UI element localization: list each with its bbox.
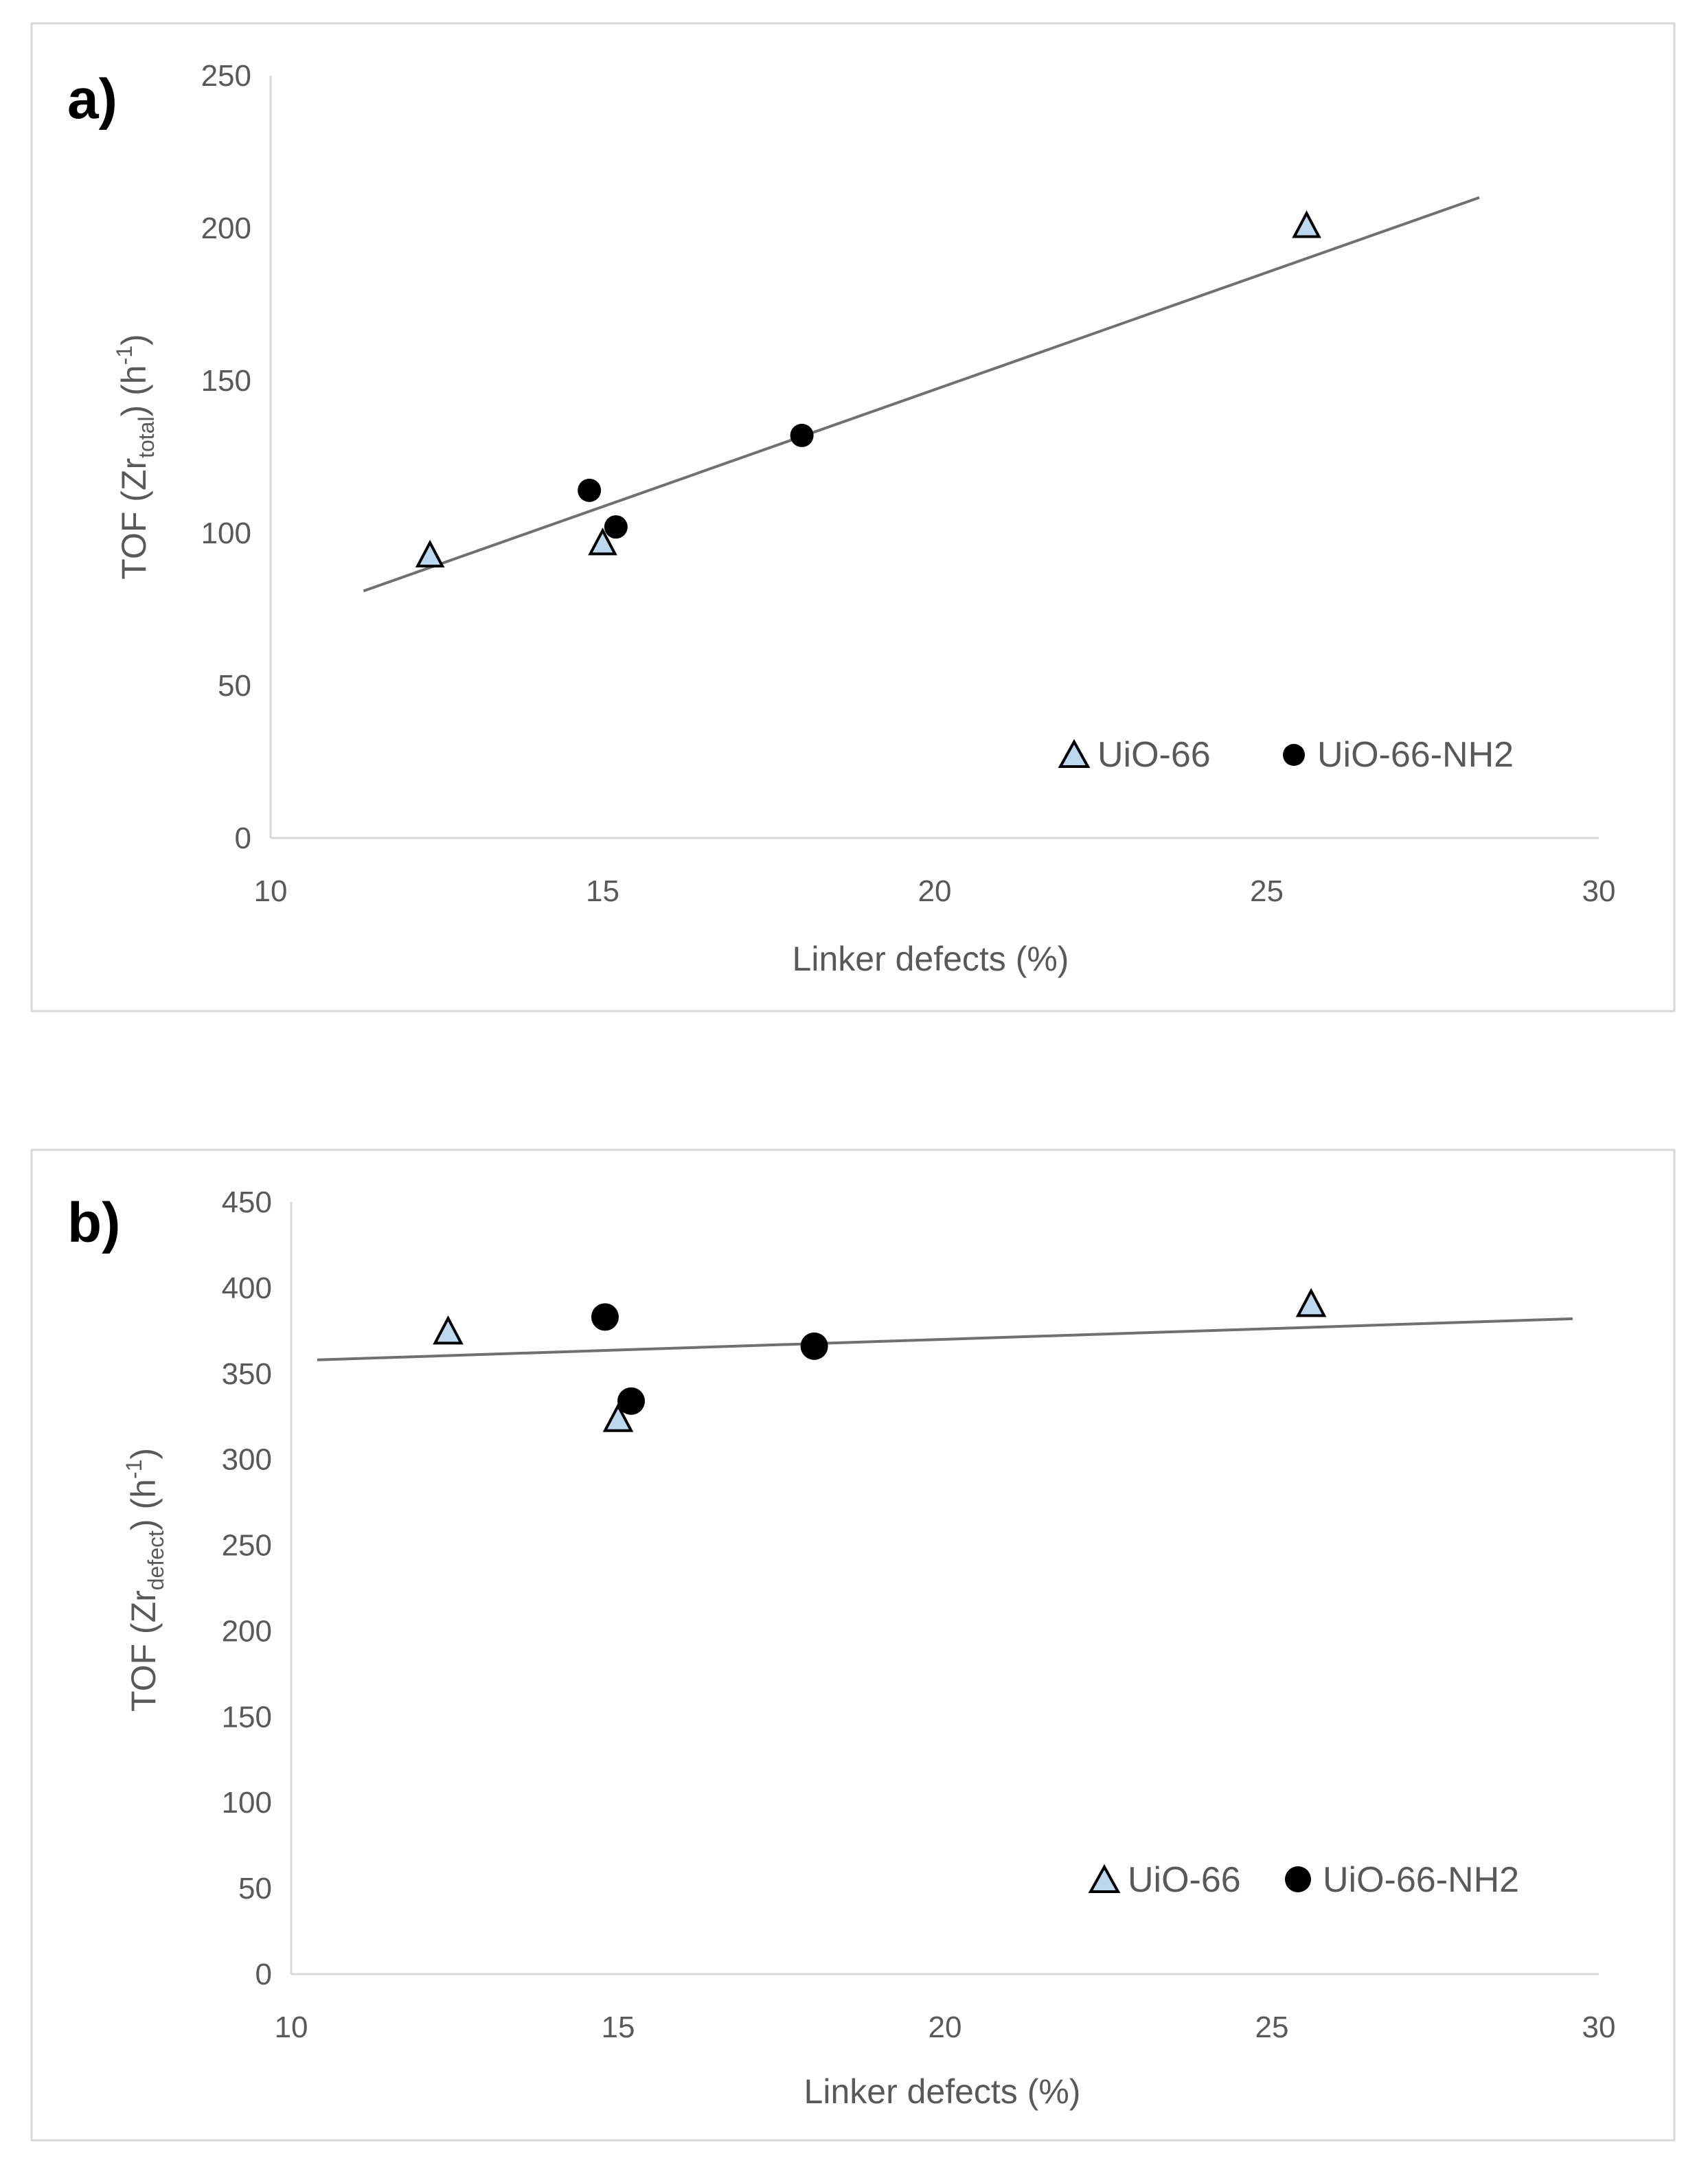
panel-b-legend-uio66nh2: UiO-66-NH2 bbox=[1323, 1860, 1519, 1900]
panel-b-markers bbox=[433, 1288, 1327, 1432]
panel-b-y-axis-title-end: ) bbox=[124, 1448, 163, 1460]
panel-a-y-ticks: 0 50 100 150 200 250 bbox=[201, 59, 251, 855]
panel-b-uio66-nh2-point bbox=[800, 1332, 828, 1360]
panel-a-x-tick-label: 30 bbox=[1582, 874, 1616, 908]
panel-b-label: b) bbox=[67, 1192, 120, 1254]
panel-b-y-axis-title-sup: -1 bbox=[122, 1460, 146, 1479]
panel-b-y-tick-label: 350 bbox=[222, 1357, 272, 1391]
panel-a-legend-triangle-icon bbox=[1058, 738, 1091, 768]
panel-a-y-tick-label: 100 bbox=[201, 517, 251, 550]
panel-a-legend-circle-icon bbox=[1283, 744, 1305, 766]
panel-a-x-tick-label: 25 bbox=[1250, 874, 1284, 908]
panel-b-y-tick-label: 50 bbox=[238, 1872, 272, 1905]
panel-b-y-ticks: 0 50 100 150 200 250 300 350 400 450 bbox=[222, 1186, 272, 1991]
panel-a-y-tick-label: 50 bbox=[218, 669, 251, 703]
panel-a-y-axis-title-end: ) bbox=[115, 334, 153, 346]
panel-a-legend-uio66: UiO-66 bbox=[1097, 735, 1211, 775]
panel-b-trendline bbox=[317, 1317, 1573, 1361]
panel-b-y-axis-title-mid: ) (h bbox=[124, 1479, 163, 1530]
panel-b-x-tick-label: 20 bbox=[929, 2011, 962, 2044]
panel-b-legend-triangle-icon bbox=[1088, 1864, 1121, 1893]
panel-a-y-tick-label: 200 bbox=[201, 212, 251, 245]
panel-a-y-axis-title-sup: -1 bbox=[112, 346, 137, 365]
panel-a: a) 0 50 100 150 200 250 10 15 20 25 30 Linker def… bbox=[30, 22, 1676, 1012]
panel-b-uio66-nh2-point bbox=[617, 1387, 646, 1415]
panel-b-y-tick-label: 300 bbox=[222, 1443, 272, 1477]
panel-a-uio66-point bbox=[588, 528, 617, 556]
panel-a-x-tick-label: 20 bbox=[918, 874, 952, 908]
panel-b-y-tick-label: 400 bbox=[222, 1271, 272, 1305]
panel-b-y-axis-title-sub: defect bbox=[144, 1530, 168, 1590]
panel-a-x-tick-label: 10 bbox=[254, 874, 288, 908]
panel-b-legend-circle-icon bbox=[1285, 1866, 1311, 1892]
panel-a-trendline bbox=[363, 196, 1480, 593]
panel-a-x-axis-title: Linker defects (%) bbox=[793, 940, 1069, 978]
panel-a-frame bbox=[30, 22, 1676, 1012]
panel-b-uio66-point bbox=[433, 1315, 464, 1345]
panel-b-y-axis-title-main: TOF (Zr bbox=[124, 1590, 163, 1712]
panel-a-uio66-nh2-point bbox=[790, 423, 814, 447]
panel-b-uio66-point bbox=[602, 1403, 634, 1432]
panel-a-label: a) bbox=[67, 68, 117, 131]
panel-b-legend: UiO-66 UiO-66-NH2 bbox=[1088, 1860, 1519, 1900]
panel-a-y-axis-title: TOF (Zrtotal) (h-1) bbox=[112, 334, 159, 579]
panel-b-x-axis-title: Linker defects (%) bbox=[804, 2072, 1081, 2111]
panel-a-y-axis-title-main: TOF (Zr bbox=[115, 458, 153, 580]
panel-b-x-tick-label: 15 bbox=[602, 2011, 635, 2044]
panel-a-x-tick-label: 15 bbox=[586, 874, 619, 908]
panel-b-uio66-point bbox=[1295, 1288, 1327, 1317]
panel-a-y-tick-label: 150 bbox=[201, 364, 251, 398]
panel-a-legend: UiO-66 UiO-66-NH2 bbox=[1058, 735, 1514, 775]
panel-b-y-tick-label: 150 bbox=[222, 1700, 272, 1734]
panel-a-y-axis-title-sub: total bbox=[134, 416, 159, 457]
panel-b-y-tick-label: 250 bbox=[222, 1529, 272, 1563]
panel-a-x-ticks: 10 15 20 25 30 bbox=[254, 874, 1616, 908]
panel-a-markers bbox=[415, 210, 1321, 568]
panel-b-y-tick-label: 450 bbox=[222, 1186, 272, 1219]
panel-b-y-axis-title: TOF (Zrdefect) (h-1) bbox=[122, 1448, 168, 1712]
panel-b-x-tick-label: 10 bbox=[275, 2011, 308, 2044]
panel-b: b) 0 50 100 150 200 250 300 350 400 450 10 15 20 25 3… bbox=[30, 1148, 1676, 2142]
panel-a-y-tick-label: 250 bbox=[201, 59, 251, 93]
panel-b-uio66-nh2-point bbox=[591, 1303, 619, 1331]
panel-b-y-tick-label: 0 bbox=[255, 1958, 272, 1991]
panel-b-y-tick-label: 100 bbox=[222, 1786, 272, 1820]
panel-a-uio66-nh2-point bbox=[604, 515, 628, 539]
panel-b-frame bbox=[30, 1148, 1676, 2142]
panel-b-x-tick-label: 30 bbox=[1582, 2011, 1616, 2044]
panel-b-y-tick-label: 200 bbox=[222, 1614, 272, 1648]
panel-b-x-ticks: 10 15 20 25 30 bbox=[275, 2011, 1616, 2044]
panel-a-uio66-point bbox=[415, 539, 445, 568]
panel-a-legend-uio66nh2: UiO-66-NH2 bbox=[1317, 735, 1514, 775]
panel-b-x-tick-label: 25 bbox=[1255, 2011, 1289, 2044]
panel-a-y-tick-label: 0 bbox=[235, 822, 251, 855]
panel-a-uio66-nh2-point bbox=[578, 478, 602, 502]
panel-b-legend-uio66: UiO-66 bbox=[1128, 1860, 1241, 1900]
panel-a-uio66-point bbox=[1292, 210, 1321, 238]
panel-a-y-axis-title-mid: ) (h bbox=[115, 365, 153, 416]
